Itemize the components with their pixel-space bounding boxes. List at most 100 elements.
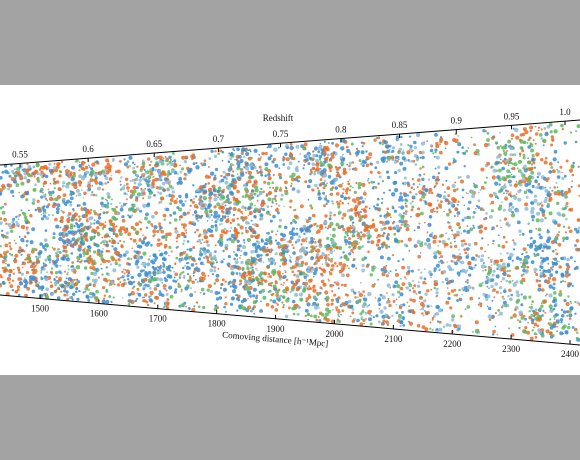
galaxy-dot bbox=[346, 163, 349, 166]
galaxy-dot bbox=[62, 227, 67, 232]
galaxy-dot bbox=[258, 153, 261, 156]
galaxy-dot bbox=[178, 176, 183, 181]
galaxy-dot bbox=[521, 277, 526, 282]
galaxy-dot bbox=[544, 269, 548, 273]
galaxy-dot bbox=[93, 242, 95, 244]
galaxy-dot bbox=[330, 298, 334, 302]
galaxy-dot bbox=[386, 283, 391, 288]
galaxy-dot bbox=[221, 215, 225, 219]
galaxy-dot bbox=[326, 199, 330, 203]
galaxy-dot bbox=[412, 183, 415, 186]
galaxy-dot bbox=[298, 255, 303, 260]
galaxy-dot bbox=[443, 242, 447, 247]
galaxy-dot bbox=[166, 306, 170, 310]
galaxy-dot bbox=[347, 267, 350, 270]
galaxy-dot bbox=[500, 201, 503, 204]
galaxy-dot bbox=[319, 225, 324, 230]
galaxy-dot bbox=[328, 217, 332, 221]
galaxy-dot bbox=[70, 190, 75, 196]
galaxy-dot bbox=[501, 244, 506, 249]
galaxy-dot bbox=[347, 299, 352, 304]
galaxy-dot bbox=[398, 313, 402, 318]
galaxy-dot bbox=[335, 306, 338, 309]
galaxy-dot bbox=[188, 167, 193, 172]
galaxy-dot bbox=[49, 275, 51, 278]
galaxy-dot bbox=[156, 269, 160, 272]
galaxy-dot bbox=[419, 167, 422, 170]
galaxy-dot bbox=[174, 288, 178, 291]
galaxy-dot bbox=[115, 218, 119, 221]
galaxy-dot bbox=[302, 146, 307, 151]
galaxy-dot bbox=[576, 331, 579, 334]
galaxy-dot bbox=[141, 296, 144, 299]
galaxy-dot bbox=[352, 186, 354, 189]
galaxy-dot bbox=[180, 290, 183, 293]
galaxy-dot bbox=[454, 138, 459, 144]
galaxy-dot bbox=[342, 153, 344, 156]
galaxy-dot bbox=[569, 282, 573, 286]
galaxy-dot bbox=[45, 287, 50, 292]
galaxy-dot bbox=[23, 235, 27, 238]
galaxy-dot bbox=[173, 199, 178, 205]
galaxy-dot bbox=[402, 324, 406, 327]
galaxy-dot bbox=[424, 292, 428, 296]
galaxy-dot bbox=[324, 312, 329, 317]
galaxy-dot bbox=[228, 152, 231, 155]
galaxy-dot bbox=[491, 228, 494, 231]
galaxy-dot bbox=[349, 152, 352, 156]
galaxy-dot bbox=[361, 182, 366, 187]
galaxy-dot bbox=[437, 165, 441, 169]
galaxy-dot bbox=[27, 256, 32, 261]
galaxy-dot bbox=[184, 264, 187, 267]
galaxy-dot bbox=[18, 249, 20, 252]
galaxy-dot bbox=[355, 181, 358, 185]
galaxy-dot bbox=[244, 147, 248, 151]
galaxy-dot bbox=[66, 297, 69, 301]
galaxy-dot bbox=[524, 130, 529, 135]
galaxy-dot bbox=[136, 244, 141, 249]
galaxy-dot bbox=[312, 301, 317, 306]
galaxy-dot bbox=[317, 192, 321, 196]
galaxy-dot bbox=[45, 244, 49, 248]
galaxy-dot bbox=[416, 324, 421, 328]
galaxy-dot bbox=[362, 141, 366, 145]
galaxy-dot bbox=[525, 251, 528, 254]
galaxy-dot bbox=[250, 234, 254, 238]
galaxy-dot bbox=[530, 214, 536, 219]
galaxy-dot bbox=[147, 195, 152, 200]
galaxy-dot bbox=[506, 159, 510, 163]
galaxy-dot bbox=[71, 261, 74, 264]
galaxy-dot bbox=[42, 267, 46, 271]
galaxy-dot bbox=[247, 195, 251, 199]
galaxy-dot bbox=[328, 270, 331, 273]
galaxy-dot bbox=[197, 238, 202, 243]
galaxy-dot bbox=[87, 181, 92, 185]
galaxy-dot bbox=[129, 189, 134, 194]
galaxy-dot bbox=[252, 243, 256, 247]
galaxy-dot bbox=[277, 146, 280, 149]
galaxy-dot bbox=[91, 167, 94, 170]
galaxy-dot bbox=[171, 190, 175, 194]
galaxy-dot bbox=[571, 173, 575, 177]
galaxy-dot bbox=[105, 266, 109, 269]
galaxy-dot bbox=[544, 274, 547, 278]
galaxy-dot bbox=[297, 160, 300, 163]
galaxy-dot bbox=[381, 222, 386, 226]
galaxy-dot bbox=[51, 214, 54, 217]
galaxy-dot bbox=[70, 218, 74, 222]
galaxy-dot bbox=[308, 251, 311, 254]
galaxy-dot bbox=[543, 160, 548, 165]
galaxy-dot bbox=[511, 259, 514, 262]
galaxy-dot bbox=[34, 183, 37, 186]
galaxy-dot bbox=[196, 219, 200, 223]
galaxy-dot bbox=[463, 216, 467, 220]
galaxy-dot bbox=[110, 300, 113, 303]
galaxy-dot bbox=[259, 213, 264, 218]
galaxy-dot bbox=[256, 171, 260, 175]
galaxy-dot bbox=[505, 221, 509, 225]
galaxy-dot bbox=[563, 299, 567, 303]
galaxy-dot bbox=[378, 247, 381, 249]
galaxy-dot bbox=[492, 239, 495, 243]
galaxy-dot bbox=[302, 249, 307, 254]
galaxy-dot bbox=[65, 201, 68, 204]
